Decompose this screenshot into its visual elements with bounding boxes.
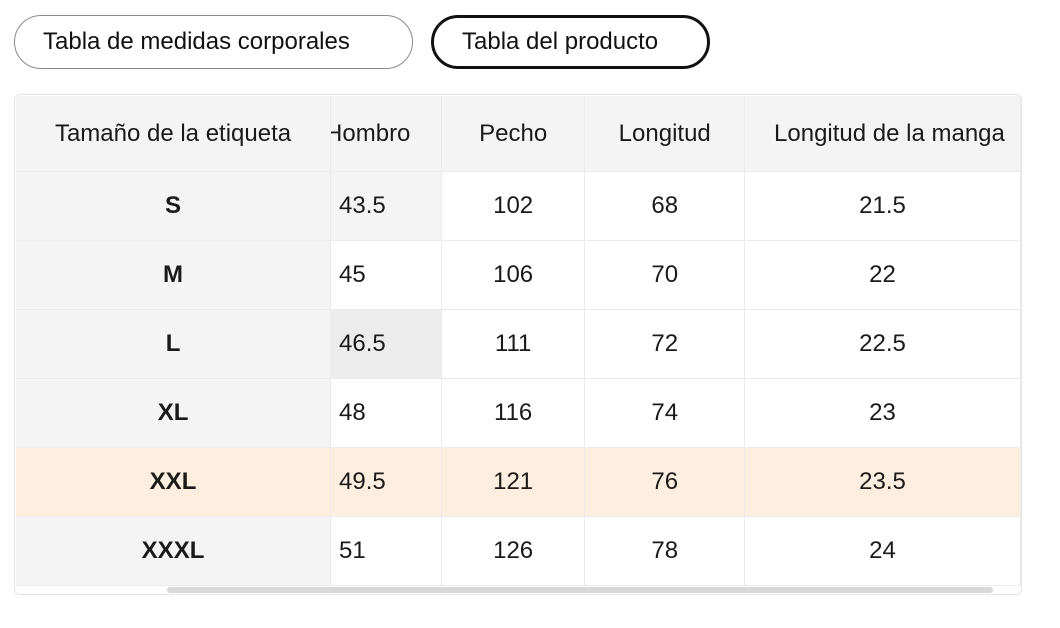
length-cell: 72 xyxy=(584,309,746,379)
length-cell: 76 xyxy=(584,447,746,517)
tab-label: Tabla del producto xyxy=(462,28,659,55)
chest-cell: 126 xyxy=(441,516,586,586)
tab-label: Tabla de medidas corporales xyxy=(43,28,350,55)
table-row-highlighted: XXL 49.5 121 76 23.5 xyxy=(16,447,1021,517)
size-table: Tamaño de la etiqueta Hombro Pecho Longi… xyxy=(16,96,1021,586)
table-row: L 46.5 111 72 22.5 xyxy=(16,309,1021,379)
length-cell: 70 xyxy=(584,240,746,310)
shoulder-cell-hovered: 46.5 xyxy=(330,309,442,379)
chest-cell: 106 xyxy=(441,240,586,310)
sleeve-cell: 22.5 xyxy=(744,309,1021,379)
size-label-cell: XXXL xyxy=(16,516,332,586)
table-row: S 43.5 102 68 21.5 xyxy=(16,171,1021,241)
tab-product-chart[interactable]: Tabla del producto xyxy=(431,15,710,69)
column-header-shoulder: Hombro xyxy=(330,96,442,172)
size-label-cell: L xyxy=(16,309,332,379)
sleeve-cell: 24 xyxy=(744,516,1021,586)
chest-cell: 121 xyxy=(441,447,586,517)
shoulder-cell: 43.5 xyxy=(330,171,442,241)
column-header-size: Tamaño de la etiqueta xyxy=(16,96,332,172)
shoulder-cell: 45 xyxy=(330,240,442,310)
length-cell: 78 xyxy=(584,516,746,586)
horizontal-scrollbar[interactable] xyxy=(167,587,993,593)
shoulder-cell: 49.5 xyxy=(330,447,442,517)
size-table-container[interactable]: Tamaño de la etiqueta Hombro Pecho Longi… xyxy=(14,94,1022,595)
tab-body-measurements[interactable]: Tabla de medidas corporales xyxy=(14,15,413,69)
size-label-cell: M xyxy=(16,240,332,310)
size-label-cell: XXL xyxy=(16,447,332,517)
sleeve-cell: 21.5 xyxy=(744,171,1021,241)
table-row: XL 48 116 74 23 xyxy=(16,378,1021,448)
chest-cell: 102 xyxy=(441,171,586,241)
chest-cell: 111 xyxy=(441,309,586,379)
length-cell: 68 xyxy=(584,171,746,241)
table-row: M 45 106 70 22 xyxy=(16,240,1021,310)
shoulder-cell: 48 xyxy=(330,378,442,448)
table-header-row: Tamaño de la etiqueta Hombro Pecho Longi… xyxy=(16,96,1021,172)
sleeve-cell: 23 xyxy=(744,378,1021,448)
column-header-length: Longitud xyxy=(584,96,746,172)
sleeve-cell: 22 xyxy=(744,240,1021,310)
column-header-chest: Pecho xyxy=(441,96,586,172)
tab-bar: Tabla de medidas corporales Tabla del pr… xyxy=(14,15,710,69)
size-label-cell: S xyxy=(16,171,332,241)
shoulder-cell: 51 xyxy=(330,516,442,586)
length-cell: 74 xyxy=(584,378,746,448)
chest-cell: 116 xyxy=(441,378,586,448)
size-label-cell: XL xyxy=(16,378,332,448)
column-header-sleeve-length: Longitud de la manga xyxy=(744,96,1021,172)
table-row: XXXL 51 126 78 24 xyxy=(16,516,1021,586)
sleeve-cell: 23.5 xyxy=(744,447,1021,517)
